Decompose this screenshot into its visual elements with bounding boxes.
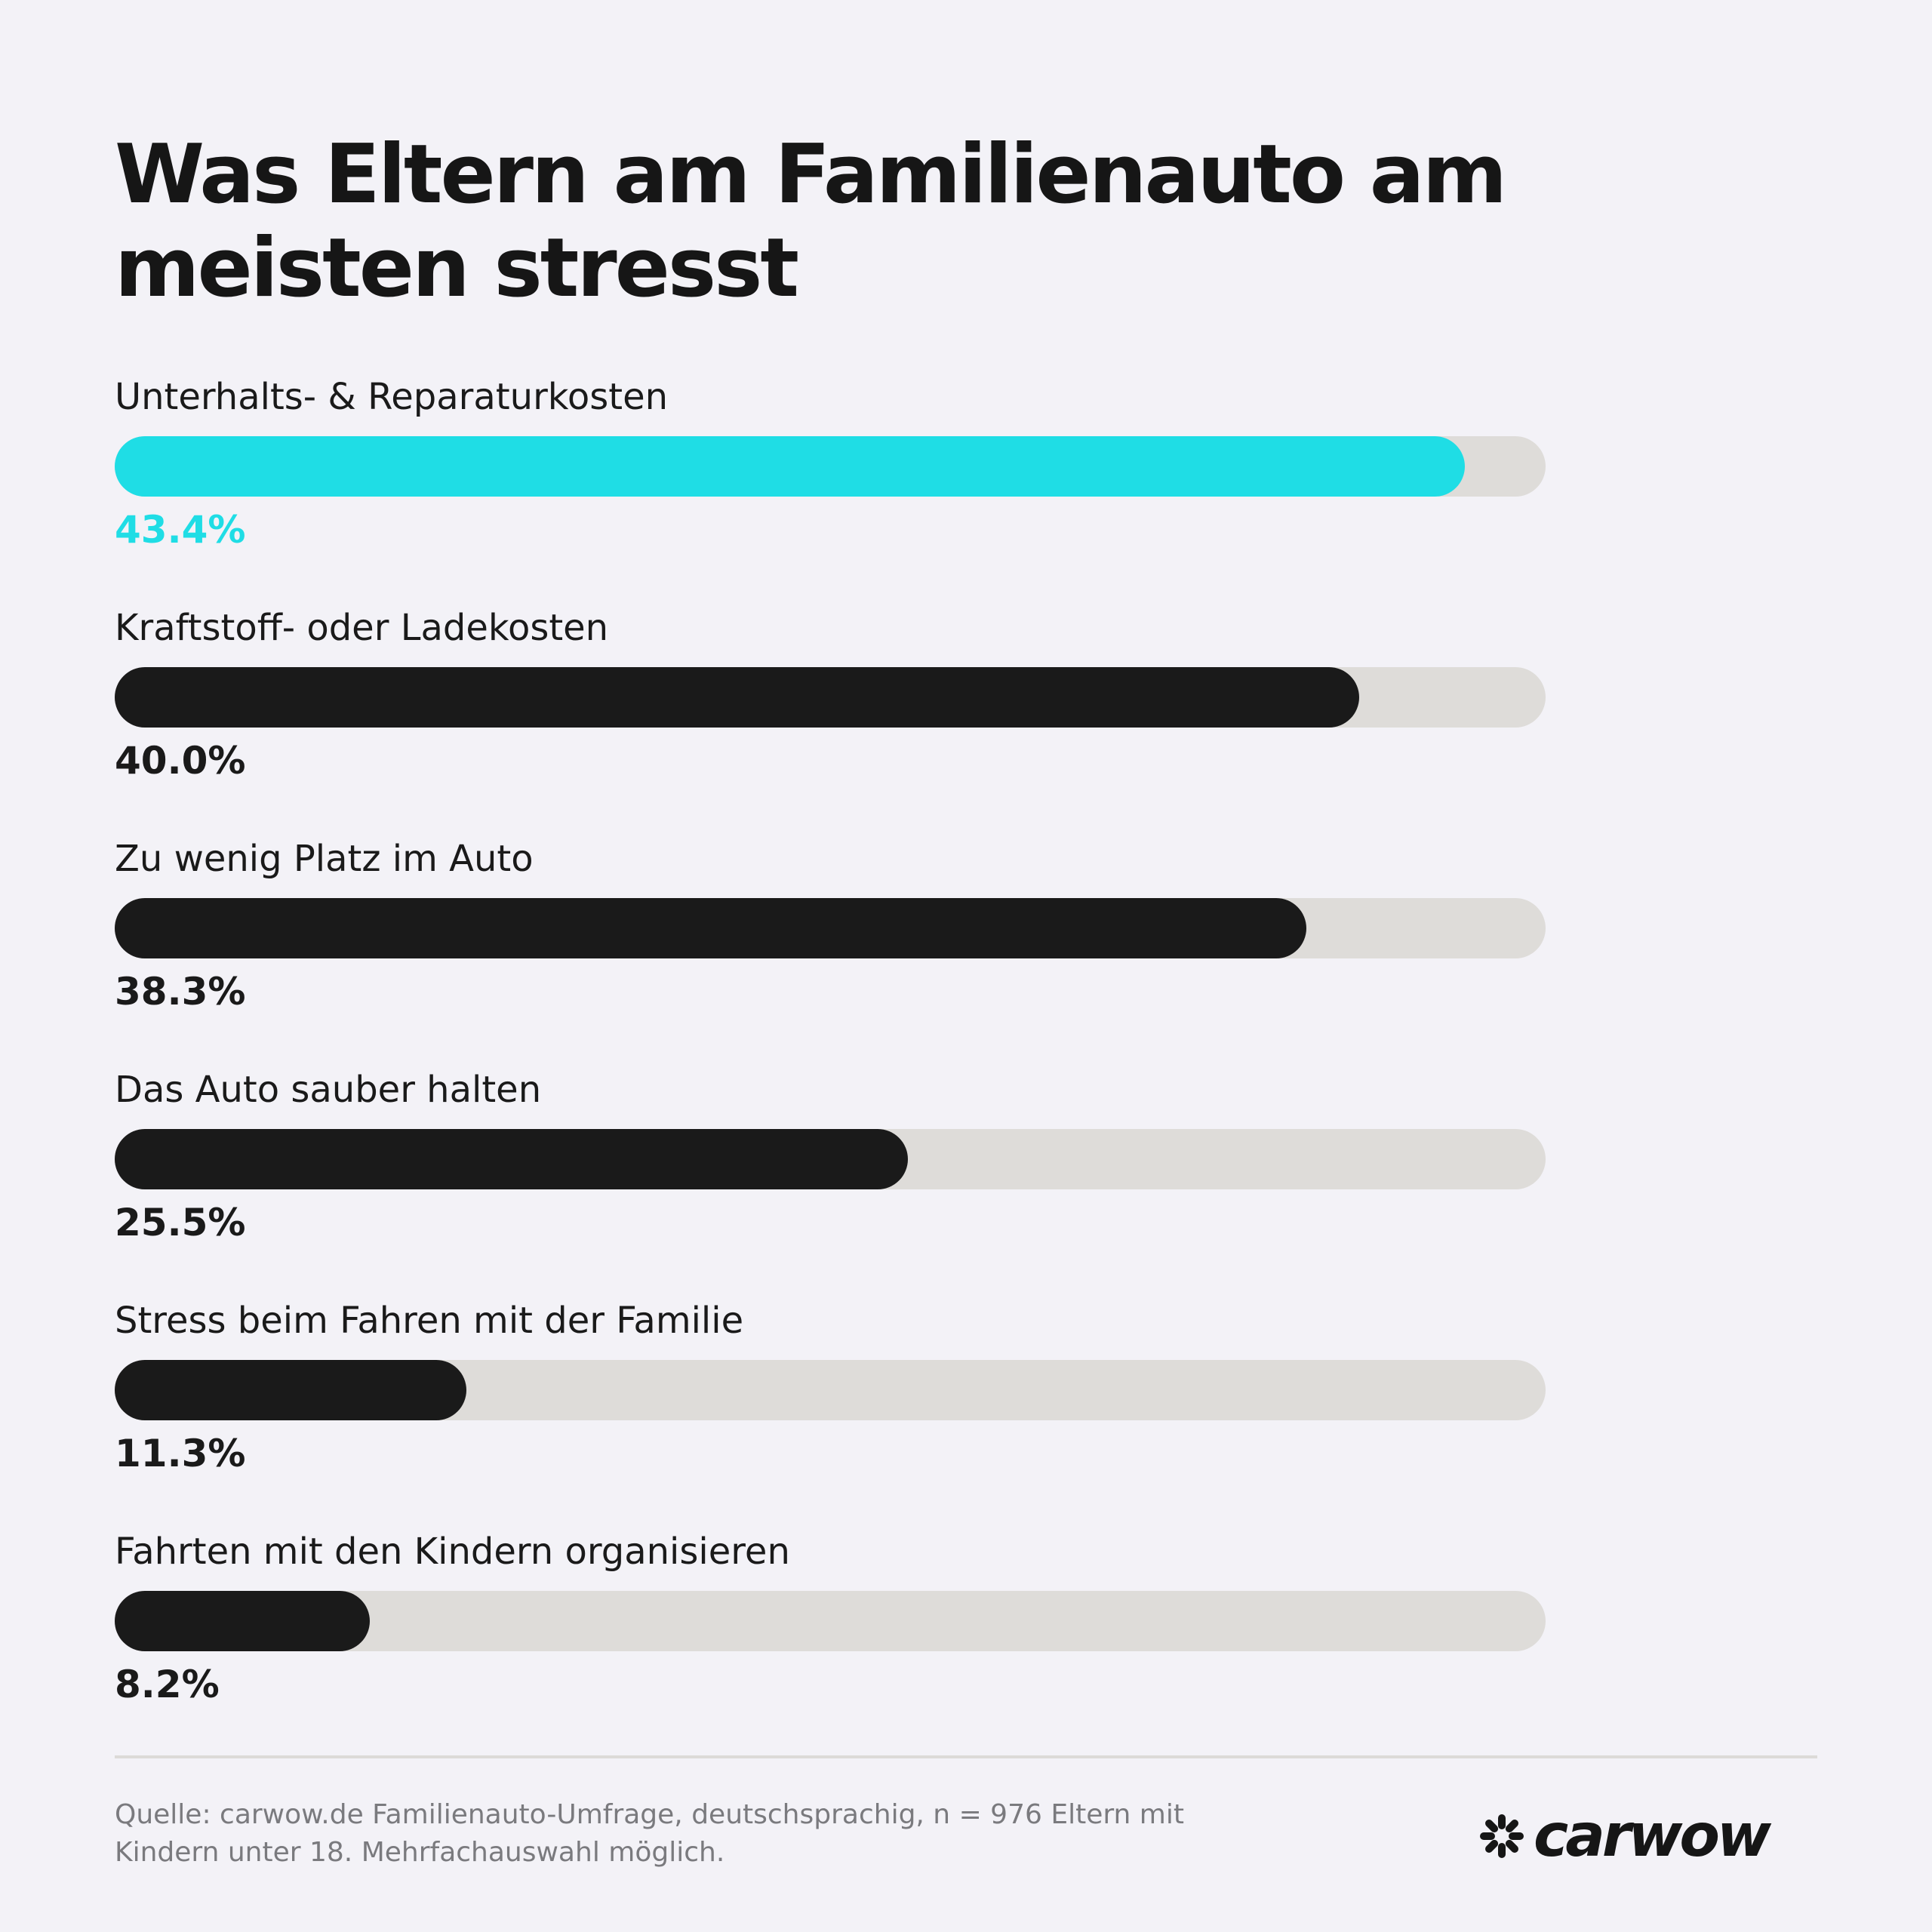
bar-track [115, 436, 1546, 497]
bar-fill [115, 898, 1306, 958]
bar-row: Unterhalts- & Reparaturkosten 43.4% [115, 374, 1546, 571]
bar-row: Das Auto sauber halten 25.5% [115, 1067, 1546, 1263]
bar-value-label: 8.2% [115, 1663, 220, 1706]
bar-value-label: 38.3% [115, 970, 246, 1014]
bar-value-label: 40.0% [115, 739, 246, 783]
bar-track [115, 667, 1546, 728]
bar-fill [115, 1129, 908, 1189]
bar-label: Zu wenig Platz im Auto [115, 838, 534, 880]
bar-value-label: 43.4% [115, 508, 246, 552]
bar-track [115, 1360, 1546, 1420]
carwow-star-icon [1480, 1814, 1524, 1858]
chart-title: Was Eltern am Familienauto am meisten st… [115, 128, 1507, 315]
bar-row: Fahrten mit den Kindern organisieren 8.2% [115, 1529, 1546, 1725]
logo-wordmark: carwow [1534, 1802, 1771, 1870]
bar-label: Fahrten mit den Kindern organisieren [115, 1531, 790, 1573]
bar-row: Zu wenig Platz im Auto 38.3% [115, 836, 1546, 1032]
bar-fill [115, 1360, 466, 1420]
bar-label: Kraftstoff- oder Ladekosten [115, 607, 609, 649]
bar-fill [115, 436, 1465, 497]
bar-track [115, 1591, 1546, 1651]
source-line-1: Quelle: carwow.de Familienauto-Umfrage, … [115, 1799, 1184, 1830]
bar-track [115, 1129, 1546, 1189]
bar-value-label: 11.3% [115, 1432, 246, 1475]
carwow-logo: carwow [1479, 1802, 1771, 1870]
bar-row: Stress beim Fahren mit der Familie 11.3% [115, 1298, 1546, 1494]
bar-fill [115, 1591, 370, 1651]
footer-divider [115, 1755, 1817, 1758]
bar-label: Stress beim Fahren mit der Familie [115, 1300, 744, 1342]
bar-row: Kraftstoff- oder Ladekosten 40.0% [115, 605, 1546, 801]
bar-track [115, 898, 1546, 958]
source-note: Quelle: carwow.de Familienauto-Umfrage, … [115, 1796, 1292, 1872]
source-line-2: Kindern unter 18. Mehrfachauswahl möglic… [115, 1837, 725, 1868]
bar-label: Unterhalts- & Reparaturkosten [115, 376, 669, 418]
bar-label: Das Auto sauber halten [115, 1069, 542, 1111]
bar-fill [115, 667, 1359, 728]
bar-value-label: 25.5% [115, 1201, 246, 1244]
